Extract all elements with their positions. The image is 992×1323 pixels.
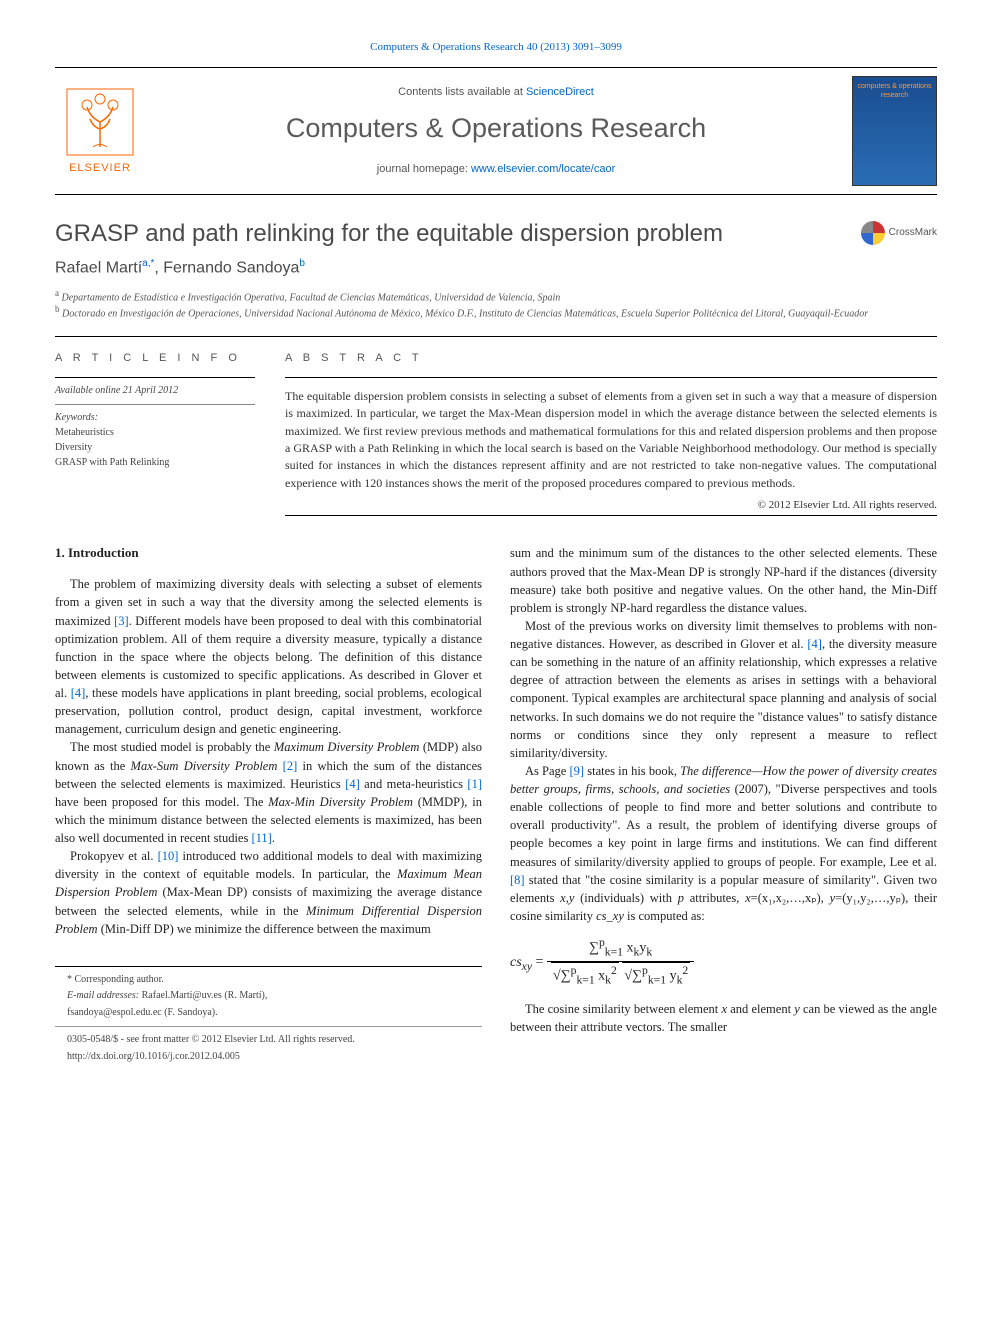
col2-p3: As Page [9] states in his book, The diff…	[510, 762, 937, 925]
corresponding-star: *	[150, 258, 154, 269]
abstract-text: The equitable dispersion problem consist…	[285, 388, 937, 492]
journal-name: Computers & Operations Research	[165, 110, 827, 148]
ref-1[interactable]: [1]	[467, 777, 482, 791]
affiliations: a Departamento de Estadística e Investig…	[55, 288, 937, 321]
ref-2[interactable]: [2]	[283, 759, 298, 773]
abstract-copyright: © 2012 Elsevier Ltd. All rights reserved…	[285, 498, 937, 513]
col2-p1: sum and the minimum sum of the distances…	[510, 544, 937, 617]
col2-p2: Most of the previous works on diversity …	[510, 617, 937, 762]
intro-p3: Prokopyev et al. [10] introduced two add…	[55, 847, 482, 938]
footer-block: * Corresponding author. E-mail addresses…	[55, 966, 482, 1065]
homepage-link[interactable]: www.elsevier.com/locate/caor	[471, 163, 615, 175]
email-2: fsandoya@espol.edu.ec (F. Sandoya).	[55, 1006, 482, 1021]
top-citation: Computers & Operations Research 40 (2013…	[55, 40, 937, 55]
doi-link[interactable]: http://dx.doi.org/10.1016/j.cor.2012.04.…	[67, 1051, 240, 1062]
ref-9[interactable]: [9]	[570, 764, 585, 778]
email-addresses: E-mail addresses: Rafael.Marti@uv.es (R.…	[55, 989, 482, 1004]
column-left: 1. Introduction The problem of maximizin…	[55, 544, 482, 1066]
contents-line: Contents lists available at ScienceDirec…	[165, 85, 827, 100]
issn-line: 0305-0548/$ - see front matter © 2012 El…	[55, 1033, 482, 1048]
doi-line: http://dx.doi.org/10.1016/j.cor.2012.04.…	[55, 1050, 482, 1065]
ref-4[interactable]: [4]	[71, 686, 86, 700]
affiliation-b: b Doctorado en Investigación de Operacio…	[55, 304, 937, 320]
abstract: A B S T R A C T The equitable dispersion…	[285, 337, 937, 516]
masthead-center: Contents lists available at ScienceDirec…	[165, 75, 827, 188]
keywords-list: Metaheuristics Diversity GRASP with Path…	[55, 425, 255, 470]
journal-cover: computers & operations research	[852, 76, 937, 186]
publisher-logo-area: ELSEVIER	[55, 73, 165, 189]
elsevier-name: ELSEVIER	[69, 161, 131, 176]
crossmark-icon	[861, 221, 885, 245]
homepage-line: journal homepage: www.elsevier.com/locat…	[165, 162, 827, 177]
elsevier-tree-icon	[65, 87, 135, 157]
abstract-label: A B S T R A C T	[285, 351, 937, 366]
keyword-item: Diversity	[55, 440, 255, 455]
elsevier-logo: ELSEVIER	[55, 81, 145, 181]
article-title: GRASP and path relinking for the equitab…	[55, 217, 861, 251]
cover-title: computers & operations research	[857, 83, 932, 100]
crossmark-text: CrossMark	[889, 226, 937, 240]
authors: Rafael Martía,*, Fernando Sandoyab	[55, 257, 937, 280]
corresponding-author: * Corresponding author.	[55, 973, 482, 988]
ref-11[interactable]: [11]	[251, 831, 271, 845]
info-abstract-block: A R T I C L E I N F O Available online 2…	[55, 336, 937, 516]
keyword-item: Metaheuristics	[55, 425, 255, 440]
ref-4b[interactable]: [4]	[345, 777, 360, 791]
article-info: A R T I C L E I N F O Available online 2…	[55, 337, 255, 516]
ref-10[interactable]: [10]	[158, 849, 179, 863]
keyword-item: GRASP with Path Relinking	[55, 455, 255, 470]
page-root: Computers & Operations Research 40 (2013…	[0, 0, 992, 1106]
affiliation-a: a Departamento de Estadística e Investig…	[55, 288, 937, 304]
sciencedirect-link[interactable]: ScienceDirect	[526, 86, 594, 98]
section-1-heading: 1. Introduction	[55, 544, 482, 563]
available-online: Available online 21 April 2012	[55, 384, 255, 398]
column-right: sum and the minimum sum of the distances…	[510, 544, 937, 1066]
ref-8[interactable]: [8]	[510, 873, 525, 887]
col2-p4: The cosine similarity between element x …	[510, 1000, 937, 1036]
intro-p1: The problem of maximizing diversity deal…	[55, 575, 482, 738]
author-aff-b: b	[299, 258, 305, 269]
journal-cover-area: computers & operations research	[827, 68, 937, 194]
ref-3[interactable]: [3]	[114, 614, 129, 628]
ref-4c[interactable]: [4]	[807, 637, 822, 651]
homepage-prefix: journal homepage:	[377, 163, 471, 175]
cosine-similarity-formula: csxy = ∑pk=1 xkyk √∑pk=1 xk2 √∑pk=1 yk2	[510, 935, 937, 990]
contents-prefix: Contents lists available at	[398, 86, 526, 98]
intro-p2: The most studied model is probably the M…	[55, 738, 482, 847]
keywords-label: Keywords:	[55, 411, 255, 425]
crossmark-badge[interactable]: CrossMark	[861, 221, 937, 245]
masthead: ELSEVIER Contents lists available at Sci…	[55, 67, 937, 195]
title-row: GRASP and path relinking for the equitab…	[55, 217, 937, 251]
article-info-label: A R T I C L E I N F O	[55, 351, 255, 366]
body-columns: 1. Introduction The problem of maximizin…	[55, 544, 937, 1066]
